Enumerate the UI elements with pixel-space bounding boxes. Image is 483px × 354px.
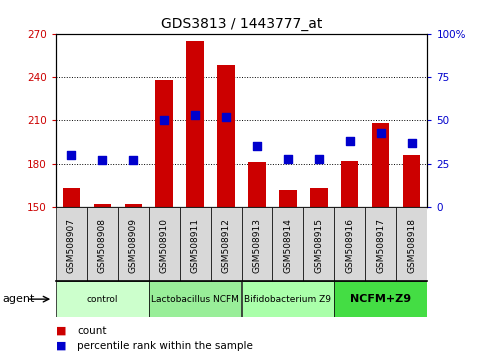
Point: [129, 158, 137, 163]
Bar: [62, 188, 80, 207]
Bar: [180, 207, 211, 281]
Bar: [272, 207, 303, 281]
Bar: [156, 80, 172, 207]
Point: [253, 143, 261, 149]
Bar: [366, 207, 397, 281]
Bar: [56, 207, 86, 281]
Bar: [211, 207, 242, 281]
Point: [98, 158, 106, 163]
Bar: [242, 281, 334, 317]
Text: Bifidobacterium Z9: Bifidobacterium Z9: [244, 295, 331, 304]
Bar: [94, 204, 111, 207]
Text: ■: ■: [56, 341, 66, 351]
Bar: [248, 162, 266, 207]
Bar: [242, 207, 272, 281]
Text: GSM508916: GSM508916: [345, 218, 355, 273]
Bar: [311, 188, 327, 207]
Point: [191, 112, 199, 118]
Bar: [149, 281, 242, 317]
Bar: [303, 207, 334, 281]
Bar: [372, 123, 389, 207]
Point: [346, 138, 354, 144]
Title: GDS3813 / 1443777_at: GDS3813 / 1443777_at: [161, 17, 322, 31]
Point: [284, 156, 292, 161]
Bar: [125, 204, 142, 207]
Text: GSM508913: GSM508913: [253, 218, 261, 273]
Point: [377, 130, 385, 135]
Point: [408, 140, 416, 146]
Point: [160, 118, 168, 123]
Bar: [334, 207, 366, 281]
Bar: [280, 190, 297, 207]
Text: GSM508912: GSM508912: [222, 218, 230, 273]
Point: [67, 152, 75, 158]
Text: GSM508917: GSM508917: [376, 218, 385, 273]
Text: ■: ■: [56, 326, 66, 336]
Point: [315, 156, 323, 161]
Text: GSM508909: GSM508909: [128, 218, 138, 273]
Text: GSM508907: GSM508907: [67, 218, 75, 273]
Bar: [334, 281, 427, 317]
Text: control: control: [86, 295, 118, 304]
Bar: [149, 207, 180, 281]
Text: Lactobacillus NCFM: Lactobacillus NCFM: [151, 295, 239, 304]
Bar: [56, 281, 149, 317]
Bar: [217, 65, 235, 207]
Text: GSM508914: GSM508914: [284, 218, 293, 273]
Bar: [341, 161, 358, 207]
Text: agent: agent: [2, 294, 35, 304]
Bar: [397, 207, 427, 281]
Bar: [117, 207, 149, 281]
Text: GSM508911: GSM508911: [190, 218, 199, 273]
Text: GSM508915: GSM508915: [314, 218, 324, 273]
Bar: [186, 41, 203, 207]
Text: NCFM+Z9: NCFM+Z9: [350, 294, 412, 304]
Text: GSM508910: GSM508910: [159, 218, 169, 273]
Bar: [86, 207, 117, 281]
Text: GSM508908: GSM508908: [98, 218, 107, 273]
Bar: [403, 155, 421, 207]
Text: count: count: [77, 326, 107, 336]
Text: GSM508918: GSM508918: [408, 218, 416, 273]
Text: percentile rank within the sample: percentile rank within the sample: [77, 341, 253, 351]
Point: [222, 114, 230, 120]
